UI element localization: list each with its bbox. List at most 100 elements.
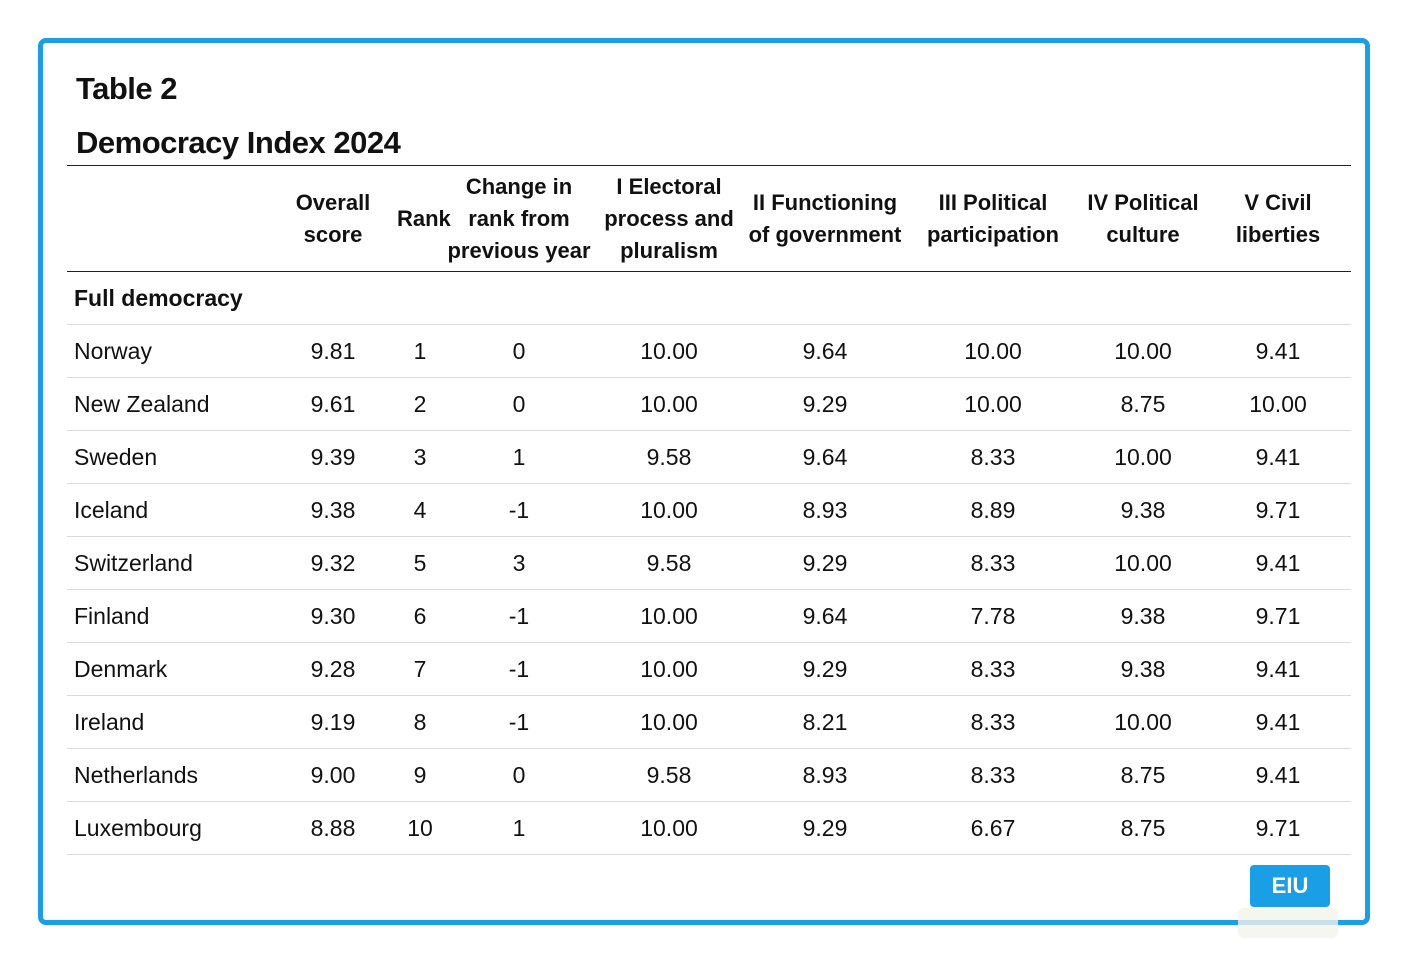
score-cell: 9 bbox=[413, 761, 427, 788]
score-cell: 9.41 bbox=[1255, 549, 1301, 576]
column-header: III Political participation bbox=[926, 189, 1059, 247]
score-cell: 8 bbox=[413, 708, 427, 735]
score-cell: 10.00 bbox=[1114, 708, 1172, 735]
score-cell: 9.41 bbox=[1255, 708, 1301, 735]
score-cell: 9.38 bbox=[310, 496, 356, 523]
score-cell: 9.58 bbox=[646, 443, 692, 470]
score-cell: 10.00 bbox=[640, 496, 698, 523]
score-cell: 5 bbox=[413, 549, 427, 576]
score-cell: -1 bbox=[508, 602, 530, 629]
table-row: Netherlands 9.00 9 0 9.58 8.93 8.33 8.75 9.41 bbox=[67, 749, 1351, 802]
column-header: Change in rank from previous year bbox=[447, 173, 591, 263]
country-name: Switzerland bbox=[74, 549, 193, 576]
column-header: I Electoral process and pluralism bbox=[604, 173, 734, 263]
score-cell: 10.00 bbox=[964, 390, 1022, 417]
table-row: Sweden 9.39 3 1 9.58 9.64 8.33 10.00 9.41 bbox=[67, 431, 1351, 484]
score-cell: 8.88 bbox=[310, 814, 356, 841]
country-name: Netherlands bbox=[74, 761, 199, 788]
score-cell: 9.38 bbox=[1120, 496, 1166, 523]
score-cell: -1 bbox=[508, 496, 530, 523]
column-header: Rank bbox=[397, 205, 451, 231]
score-cell: 10.00 bbox=[1114, 337, 1172, 364]
country-name: Finland bbox=[74, 602, 150, 629]
score-cell: 9.71 bbox=[1255, 814, 1301, 841]
score-cell: 8.33 bbox=[970, 655, 1016, 682]
column-header-country bbox=[67, 166, 271, 272]
table-body: Full democracy Norway 9.81 1 0 10.00 9.64 10.0… bbox=[67, 272, 1351, 855]
country-name: New Zealand bbox=[74, 390, 210, 417]
score-cell: 10.00 bbox=[1114, 443, 1172, 470]
score-cell: 8.89 bbox=[970, 496, 1016, 523]
table-row: Denmark 9.28 7 -1 10.00 9.29 8.33 9.38 9.41 bbox=[67, 643, 1351, 696]
score-cell: 0 bbox=[512, 390, 526, 417]
table-row: Switzerland 9.32 5 3 9.58 9.29 8.33 10.00 9.41 bbox=[67, 537, 1351, 590]
score-cell: 9.39 bbox=[310, 443, 356, 470]
score-cell: 10.00 bbox=[640, 708, 698, 735]
score-cell: 10.00 bbox=[640, 814, 698, 841]
score-cell: 8.75 bbox=[1120, 761, 1166, 788]
score-cell: 9.64 bbox=[802, 602, 848, 629]
table-card: Table 2 Democracy Index 2024 Overall sco… bbox=[38, 38, 1370, 925]
score-cell: 9.29 bbox=[802, 814, 848, 841]
score-cell: 7.78 bbox=[970, 602, 1016, 629]
score-cell: 9.41 bbox=[1255, 443, 1301, 470]
score-cell: 3 bbox=[512, 549, 526, 576]
column-header: Overall score bbox=[295, 189, 371, 247]
score-cell: 8.33 bbox=[970, 761, 1016, 788]
eiu-logo: EIU bbox=[1250, 865, 1330, 907]
table-row: Norway 9.81 1 0 10.00 9.64 10.00 10.00 9.41 bbox=[67, 325, 1351, 378]
table-row: Finland 9.30 6 -1 10.00 9.64 7.78 9.38 9.71 bbox=[67, 590, 1351, 643]
group-label: Full democracy bbox=[74, 284, 243, 311]
score-cell: 10.00 bbox=[1249, 390, 1307, 417]
table-number: Table 2 bbox=[76, 71, 178, 106]
score-cell: 8.75 bbox=[1120, 390, 1166, 417]
score-cell: -1 bbox=[508, 655, 530, 682]
score-cell: 8.33 bbox=[970, 443, 1016, 470]
country-name: Norway bbox=[74, 337, 152, 364]
score-cell: 10.00 bbox=[964, 337, 1022, 364]
score-cell: 1 bbox=[413, 337, 427, 364]
score-cell: 9.38 bbox=[1120, 655, 1166, 682]
score-cell: 9.61 bbox=[310, 390, 356, 417]
score-cell: 9.64 bbox=[802, 337, 848, 364]
column-header: II Functioning of government bbox=[748, 189, 902, 247]
score-cell: 9.71 bbox=[1255, 602, 1301, 629]
country-name: Luxembourg bbox=[74, 814, 202, 841]
score-cell: -1 bbox=[508, 708, 530, 735]
score-cell: 0 bbox=[512, 337, 526, 364]
score-cell: 9.41 bbox=[1255, 761, 1301, 788]
score-cell: 8.93 bbox=[802, 761, 848, 788]
score-cell: 9.58 bbox=[646, 549, 692, 576]
score-cell: 9.64 bbox=[802, 443, 848, 470]
score-cell: 6 bbox=[413, 602, 427, 629]
score-cell: 9.28 bbox=[310, 655, 356, 682]
table-row: New Zealand 9.61 2 0 10.00 9.29 10.00 8.75 10.00 bbox=[67, 378, 1351, 431]
score-cell: 0 bbox=[512, 761, 526, 788]
table-row: Luxembourg 8.88 10 1 10.00 9.29 6.67 8.75 9.71 bbox=[67, 802, 1351, 855]
country-name: Sweden bbox=[74, 443, 158, 470]
score-cell: 8.33 bbox=[970, 549, 1016, 576]
score-cell: 8.21 bbox=[802, 708, 848, 735]
score-cell: 9.58 bbox=[646, 761, 692, 788]
score-cell: 9.29 bbox=[802, 390, 848, 417]
score-cell: 9.81 bbox=[310, 337, 356, 364]
table-scroll-area[interactable]: Overall score Rank Change in rank from pre… bbox=[67, 165, 1355, 873]
score-cell: 10.00 bbox=[640, 602, 698, 629]
score-cell: 9.41 bbox=[1255, 655, 1301, 682]
score-cell: 9.71 bbox=[1255, 496, 1301, 523]
score-cell: 10.00 bbox=[640, 655, 698, 682]
score-cell: 2 bbox=[413, 390, 427, 417]
score-cell: 9.30 bbox=[310, 602, 356, 629]
group-row-full-democracy: Full democracy bbox=[67, 272, 1351, 325]
score-cell: 9.32 bbox=[310, 549, 356, 576]
score-cell: 7 bbox=[413, 655, 427, 682]
country-name: Iceland bbox=[74, 496, 149, 523]
table-title: Democracy Index 2024 bbox=[76, 125, 401, 160]
score-cell: 10.00 bbox=[640, 337, 698, 364]
score-cell: 9.41 bbox=[1255, 337, 1301, 364]
column-header: IV Political culture bbox=[1087, 189, 1199, 247]
score-cell: 9.00 bbox=[310, 761, 356, 788]
score-cell: 9.19 bbox=[310, 708, 356, 735]
score-cell: 8.33 bbox=[970, 708, 1016, 735]
column-header: V Civil liberties bbox=[1235, 189, 1321, 247]
